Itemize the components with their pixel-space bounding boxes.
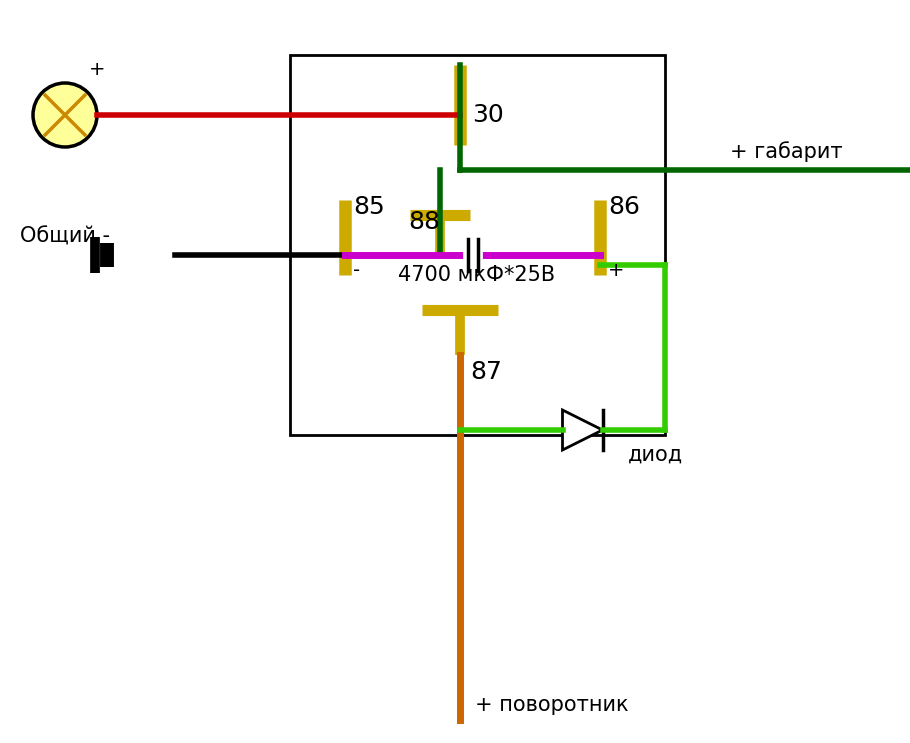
Text: + поворотник: + поворотник — [475, 695, 629, 715]
Text: +: + — [89, 60, 106, 79]
Text: Общий -: Общий - — [20, 227, 110, 247]
Text: 85: 85 — [353, 195, 385, 219]
Polygon shape — [562, 410, 602, 450]
Text: 30: 30 — [472, 103, 504, 127]
Text: 87: 87 — [470, 360, 502, 384]
Text: 4700 мкФ*25В: 4700 мкФ*25В — [398, 265, 554, 285]
Text: + габарит: + габарит — [730, 141, 843, 162]
Text: 86: 86 — [608, 195, 640, 219]
Text: +: + — [608, 261, 624, 280]
Circle shape — [33, 83, 97, 147]
Text: -: - — [353, 261, 360, 280]
Text: 88: 88 — [408, 210, 440, 234]
Text: диод: диод — [628, 445, 682, 465]
Bar — [290, 55, 665, 435]
